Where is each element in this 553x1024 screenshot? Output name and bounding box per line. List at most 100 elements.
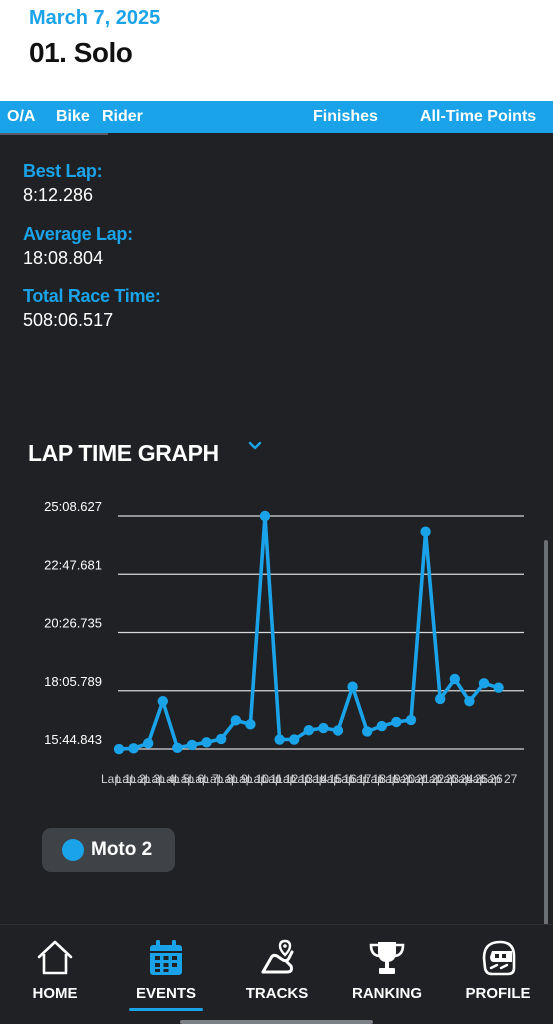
chevron-down-icon[interactable] [247,437,263,453]
x-tick-label: Lap 24 [437,772,474,786]
x-tick-label: Lap 17 [335,772,372,786]
page-header: March 7, 2025 01. Solo [0,0,553,101]
data-point [391,716,402,728]
nav-events[interactable]: EVENTS [111,925,221,1024]
chart-grid [118,515,524,750]
data-point [172,742,183,754]
x-tick-label: Lap 18 [349,772,386,786]
data-point [128,743,139,754]
helmet-icon [482,940,516,976]
x-tick-label: Lap 27 [481,772,518,786]
nav-ranking-label: RANKING [352,985,422,1002]
tab-bar: O/A Bike Rider Finishes All-Time Points [0,101,553,133]
data-point [332,725,344,736]
x-tick-label: Lap 4 [145,772,175,786]
best-lap-label: Best Lap: [23,161,103,181]
x-tick-label: Lap 15 [305,772,342,786]
data-point [289,734,300,745]
data-point [318,722,329,734]
x-tick-label: Lap 25 [451,772,488,786]
chart-y-axis: 25:08.627 22:47.681 20:26.735 18:05.789 15:4… [44,499,102,747]
tab-rider[interactable]: Rider [102,108,143,125]
x-tick-label: Lap 5 [159,772,189,786]
x-tick-label: Lap 26 [466,772,503,786]
scrollbar[interactable] [544,540,548,925]
x-tick-label: Lap 6 [174,772,204,786]
tab-all-time-points[interactable]: All-Time Points [420,108,537,125]
graph-title: LAP TIME GRAPH [28,440,219,466]
x-tick-label: Lap 7 [189,772,219,786]
data-point [259,510,271,522]
event-date: March 7, 2025 [29,7,161,29]
y-tick-label: 18:05.789 [44,674,102,689]
tab-finishes[interactable]: Finishes [313,108,378,125]
tab-overall[interactable]: O/A [7,108,36,125]
trophy-icon [369,942,405,974]
x-tick-label: Lap 20 [378,772,415,786]
data-point [113,743,125,755]
nav-profile[interactable]: PROFILE [443,925,553,1024]
x-tick-label: Lap 8 [203,772,233,786]
legend-label: Moto 2 [91,839,153,860]
nav-profile-label: PROFILE [465,985,531,1002]
x-tick-label: Lap 13 [276,772,313,786]
data-point [303,725,314,736]
data-point [201,737,212,748]
track-icon [261,939,294,974]
legend-moto-2[interactable]: Moto 2 [42,828,175,872]
x-tick-label: Lap 3 [130,772,160,786]
x-tick-label: Lap 12 [262,772,299,786]
y-tick-label: 25:08.627 [44,499,102,514]
x-tick-label: Lap 22 [408,772,445,786]
total-race-time-label: Total Race Time: [23,286,161,306]
data-point [186,739,198,751]
data-point [143,738,154,749]
active-tab-indicator [0,133,108,135]
home-indicator [180,1020,373,1024]
x-tick-label: Lap 16 [320,772,357,786]
nav-active-indicator [129,1008,203,1011]
nav-events-label: EVENTS [135,985,196,1002]
y-tick-label: 22:47.681 [44,557,102,572]
tab-bike[interactable]: Bike [56,108,90,125]
data-point [376,720,387,732]
best-lap-value: 8:12.286 [23,185,94,205]
x-tick-label: Lap 2 [116,772,146,786]
data-point [449,673,460,685]
x-tick-label: Lap 21 [393,772,430,786]
data-point [435,693,446,705]
calendar-icon [150,940,182,975]
data-point [362,726,373,737]
data-point [245,719,256,730]
x-tick-label: Lap 10 [232,772,269,786]
data-point [420,526,431,537]
data-point [230,715,241,726]
nav-home-label: HOME [32,985,78,1002]
data-point [216,733,227,745]
bottom-nav: HOME EVENTS TRACKS [0,924,553,1024]
nav-tracks[interactable]: TRACKS [222,925,332,1024]
data-point [478,678,490,689]
data-point [347,681,358,692]
x-tick-label: Lap 1 [101,772,131,786]
data-point [493,682,504,693]
y-tick-label: 15:44.843 [44,732,102,747]
average-lap-label: Average Lap: [23,224,133,244]
home-icon [37,940,73,975]
data-point [464,696,475,707]
x-tick-label: Lap 14 [291,772,328,786]
y-tick-label: 20:26.735 [44,616,102,631]
data-point [405,714,417,726]
x-tick-label: Lap 9 [218,772,248,786]
chart-series-moto-2 [113,510,504,755]
total-race-time-value: 508:06.517 [23,310,114,330]
data-point [274,734,285,745]
nav-ranking[interactable]: RANKING [332,925,442,1024]
page-title: 01. Solo [29,37,133,68]
nav-home[interactable]: HOME [0,925,110,1024]
x-tick-label: Lap 11 [247,772,283,786]
lap-time-chart: 25:08.627 22:47.681 20:26.735 18:05.789 15:4… [44,499,524,786]
legend-swatch [62,839,84,861]
nav-tracks-label: TRACKS [245,985,309,1002]
